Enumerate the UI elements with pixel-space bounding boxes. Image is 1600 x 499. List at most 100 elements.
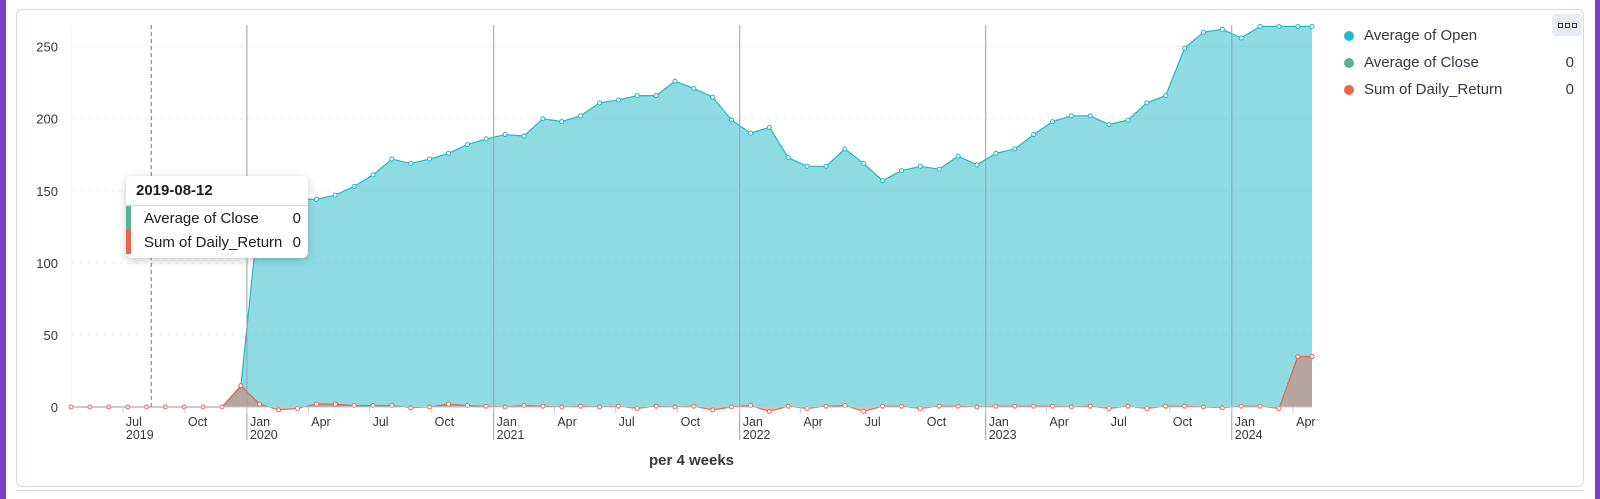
open-point xyxy=(710,94,716,100)
daily-return-point xyxy=(691,403,697,409)
open-point xyxy=(842,146,848,152)
open-point xyxy=(917,163,923,169)
y-tick-label: 150 xyxy=(36,184,58,199)
x-tick-label: Oct xyxy=(681,415,701,429)
x-tick-label: Jan xyxy=(1235,415,1255,429)
daily-return-point xyxy=(936,403,942,409)
x-tick-label: Apr xyxy=(803,415,822,429)
y-tick-label: 200 xyxy=(36,112,58,127)
open-point xyxy=(521,133,527,139)
panel-options-button[interactable] xyxy=(1552,14,1582,36)
open-point xyxy=(993,150,999,156)
open-point xyxy=(691,85,697,91)
open-point xyxy=(634,93,640,99)
open-point xyxy=(1068,113,1074,119)
open-point xyxy=(464,142,470,148)
legend-item-open[interactable]: Average of Open xyxy=(1344,22,1574,49)
daily-return-point xyxy=(276,407,282,413)
tooltip-value: 0 xyxy=(292,233,301,251)
open-point xyxy=(332,192,338,198)
daily-return-point xyxy=(1012,403,1018,409)
open-point xyxy=(1257,23,1263,29)
open-point xyxy=(427,156,433,162)
daily-return-point xyxy=(257,401,263,407)
open-point xyxy=(1309,23,1315,29)
open-point xyxy=(559,119,565,125)
tooltip-row-daily-return: Sum of Daily_Return 0 xyxy=(126,230,308,254)
tooltip-row-close: Average of Close 0 xyxy=(126,206,308,230)
legend-item-daily-return[interactable]: Sum of Daily_Return 0 xyxy=(1344,76,1574,103)
open-point xyxy=(1125,117,1131,123)
open-point xyxy=(1219,26,1225,32)
x-tick-label: Jan xyxy=(989,415,1009,429)
daily-return-point xyxy=(1163,403,1169,409)
open-point xyxy=(351,183,357,189)
open-area xyxy=(71,26,1312,408)
daily-return-point xyxy=(238,383,244,389)
daily-return-point xyxy=(710,407,716,413)
daily-return-point xyxy=(1219,405,1225,411)
x-tick-label: Jul xyxy=(126,415,142,429)
legend-value: 0 xyxy=(1565,81,1574,98)
open-point xyxy=(1200,29,1206,35)
daily-return-point xyxy=(1257,403,1263,409)
x-tick-year-label: 2023 xyxy=(989,428,1017,442)
x-tick-label: Oct xyxy=(188,415,208,429)
open-point xyxy=(389,156,395,162)
tooltip-label: Sum of Daily_Return xyxy=(144,233,283,251)
open-point xyxy=(880,178,886,184)
daily-return-point xyxy=(1238,403,1244,409)
legend-label: Average of Close xyxy=(1364,54,1479,71)
daily-return-point xyxy=(408,405,414,411)
open-point xyxy=(1012,146,1018,152)
x-tick-label: Jul xyxy=(1111,415,1127,429)
daily-return-point xyxy=(785,403,791,409)
window-frame-right xyxy=(1595,0,1600,499)
x-tick-label: Apr xyxy=(1296,415,1315,429)
daily-return-point xyxy=(1049,403,1055,409)
x-tick-label: Jul xyxy=(373,415,389,429)
open-point xyxy=(1295,23,1301,29)
open-point xyxy=(653,93,659,99)
open-point xyxy=(1182,45,1188,51)
legend-label: Average of Open xyxy=(1364,27,1478,44)
daily-return-point xyxy=(1295,354,1301,360)
open-point xyxy=(955,153,961,159)
open-point xyxy=(483,136,489,142)
legend-swatch-open xyxy=(1344,30,1354,41)
daily-return-point xyxy=(1182,403,1188,409)
open-point xyxy=(1238,35,1244,41)
open-point xyxy=(1144,100,1150,106)
x-tick-label: Apr xyxy=(311,415,330,429)
open-point xyxy=(974,162,980,168)
x-tick-year-label: 2021 xyxy=(497,428,525,442)
x-tick-year-label: 2019 xyxy=(126,428,154,442)
window-frame-left xyxy=(0,0,6,499)
daily-return-point xyxy=(540,403,546,409)
open-point xyxy=(936,166,942,172)
open-point xyxy=(861,160,867,166)
open-point xyxy=(370,172,376,178)
legend-item-close[interactable]: Average of Close 0 xyxy=(1344,49,1574,76)
x-tick-label: Oct xyxy=(1173,415,1193,429)
open-point xyxy=(1031,132,1037,138)
x-tick-label: Jan xyxy=(497,415,517,429)
open-point xyxy=(804,163,810,169)
tooltip-date: 2019-08-12 xyxy=(126,176,308,206)
legend-label: Sum of Daily_Return xyxy=(1364,81,1503,98)
daily-return-point xyxy=(880,403,886,409)
y-tick-label: 100 xyxy=(36,256,58,271)
daily-return-point xyxy=(766,408,772,414)
open-point xyxy=(1163,93,1169,99)
open-point xyxy=(1276,23,1282,29)
x-tick-year-label: 2022 xyxy=(743,428,771,442)
daily-return-point xyxy=(1125,403,1131,409)
three-dots-icon xyxy=(1557,22,1563,28)
open-point xyxy=(747,130,753,136)
x-axis-label: per 4 weeks xyxy=(649,452,734,469)
next-panel-edge xyxy=(16,490,1584,499)
chart-tooltip: 2019-08-12 Average of Close 0 Sum of Dai… xyxy=(126,176,308,258)
daily-return-point xyxy=(615,403,621,409)
x-tick-label: Jan xyxy=(250,415,270,429)
tooltip-label: Average of Close xyxy=(144,209,259,227)
